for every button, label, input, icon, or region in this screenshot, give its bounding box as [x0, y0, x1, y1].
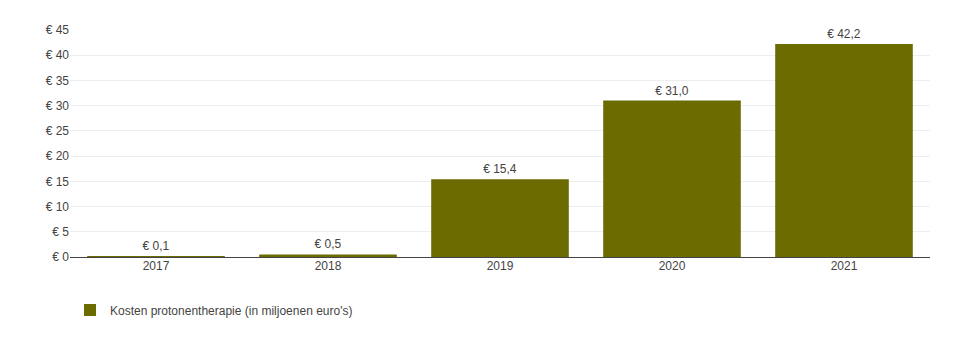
svg-text:€ 0: € 0	[52, 250, 69, 264]
svg-text:€ 5: € 5	[52, 225, 69, 239]
svg-text:€ 42,2: € 42,2	[827, 27, 861, 41]
svg-text:€ 30: € 30	[46, 99, 70, 113]
svg-text:€ 45: € 45	[46, 23, 70, 37]
svg-text:Kosten protonentherapie (in mi: Kosten protonentherapie (in miljoenen eu…	[110, 304, 352, 318]
svg-text:€ 10: € 10	[46, 200, 70, 214]
svg-text:2021: 2021	[831, 259, 858, 273]
svg-text:€ 31,0: € 31,0	[655, 84, 689, 98]
svg-text:2017: 2017	[143, 259, 170, 273]
svg-text:€ 15: € 15	[46, 175, 70, 189]
svg-text:€ 25: € 25	[46, 124, 70, 138]
svg-text:2020: 2020	[659, 259, 686, 273]
svg-text:€ 0,1: € 0,1	[142, 239, 169, 253]
svg-text:€ 0,5: € 0,5	[314, 237, 341, 251]
svg-text:€ 40: € 40	[46, 48, 70, 62]
svg-text:2019: 2019	[487, 259, 514, 273]
svg-text:€ 15,4: € 15,4	[483, 162, 517, 176]
svg-text:€ 20: € 20	[46, 149, 70, 163]
svg-text:€ 35: € 35	[46, 74, 70, 88]
svg-text:2018: 2018	[315, 259, 342, 273]
